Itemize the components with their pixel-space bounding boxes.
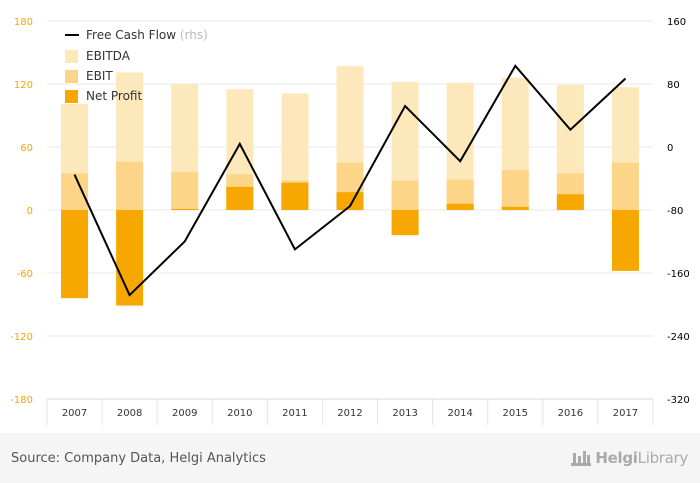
x-axis-tick-label: 2013: [392, 408, 417, 419]
bar-net-profit: [336, 192, 364, 210]
combo-chart: 180 120 60 0 -60 -120 -180 160 80 0 -80 -160 -240 -32…: [10, 17, 690, 425]
bar-net-profit: [391, 210, 419, 236]
bar-net-profit: [61, 210, 89, 299]
x-axis-tick-label: 2015: [503, 408, 528, 419]
right-axis-tick-label: -240: [667, 332, 690, 343]
legend-label: Net Profit: [86, 89, 142, 103]
legend-label-suffix: (rhs): [176, 28, 208, 42]
bar-net-profit: [556, 194, 584, 210]
right-axis-tick-label: -320: [667, 395, 690, 406]
x-axis-tick-label: 2011: [282, 408, 307, 419]
x-axis-tick-label: 2009: [172, 408, 197, 419]
left-axis-tick-label: 180: [14, 17, 33, 28]
left-axis-tick-label: 60: [20, 143, 33, 154]
legend-swatch: [65, 90, 78, 103]
bar-ebit: [171, 172, 199, 210]
bar-ebit: [611, 162, 639, 210]
legend-label: EBITDA: [86, 49, 131, 63]
x-axis-tick-label: 2010: [227, 408, 252, 419]
legend-swatch: [65, 70, 78, 83]
brand-name-light: Library: [637, 449, 689, 467]
left-axis-tick-label: 120: [14, 80, 33, 91]
bar-net-profit: [116, 210, 144, 306]
bar-net-profit: [446, 203, 474, 210]
bar-net-profit: [281, 182, 309, 210]
x-axis-tick-label: 2008: [117, 408, 142, 419]
right-axis-tick-label: -80: [667, 206, 683, 217]
legend-swatch: [65, 50, 78, 63]
brand-logo: HelgiLibrary: [571, 449, 688, 467]
bar-ebit: [61, 173, 89, 210]
right-axis-tick-label: 0: [667, 143, 673, 154]
footer: Source: Company Data, Helgi Analytics He…: [0, 433, 700, 483]
bar-ebit: [501, 170, 529, 210]
bar-ebit: [116, 161, 144, 210]
legend-label: Free Cash Flow (rhs): [86, 28, 208, 42]
x-axis-tick-label: 2016: [558, 408, 583, 419]
bar-net-profit: [226, 186, 254, 210]
right-axis-tick-label: -160: [667, 269, 690, 280]
library-icon: [571, 451, 592, 466]
bar-net-profit: [501, 206, 529, 210]
brand-name-bold: Helgi: [595, 449, 638, 467]
right-axis-tick-label: 80: [667, 80, 680, 91]
left-axis-tick-label: -60: [17, 269, 33, 280]
bar-net-profit: [171, 208, 199, 210]
x-axis-tick-label: 2014: [447, 408, 472, 419]
right-axis-tick-label: 160: [667, 17, 686, 28]
bar-net-profit: [611, 210, 639, 271]
left-axis-tick-label: -180: [10, 395, 33, 406]
left-axis-tick-label: 0: [27, 206, 33, 217]
legend-label: EBIT: [86, 69, 113, 83]
bar-ebit: [391, 180, 419, 210]
left-axis-tick-label: -120: [10, 332, 33, 343]
x-axis-tick-label: 2017: [613, 408, 638, 419]
x-axis-tick-label: 2007: [62, 408, 87, 419]
source-note: Source: Company Data, Helgi Analytics: [11, 451, 266, 466]
x-axis-tick-label: 2012: [337, 408, 362, 419]
